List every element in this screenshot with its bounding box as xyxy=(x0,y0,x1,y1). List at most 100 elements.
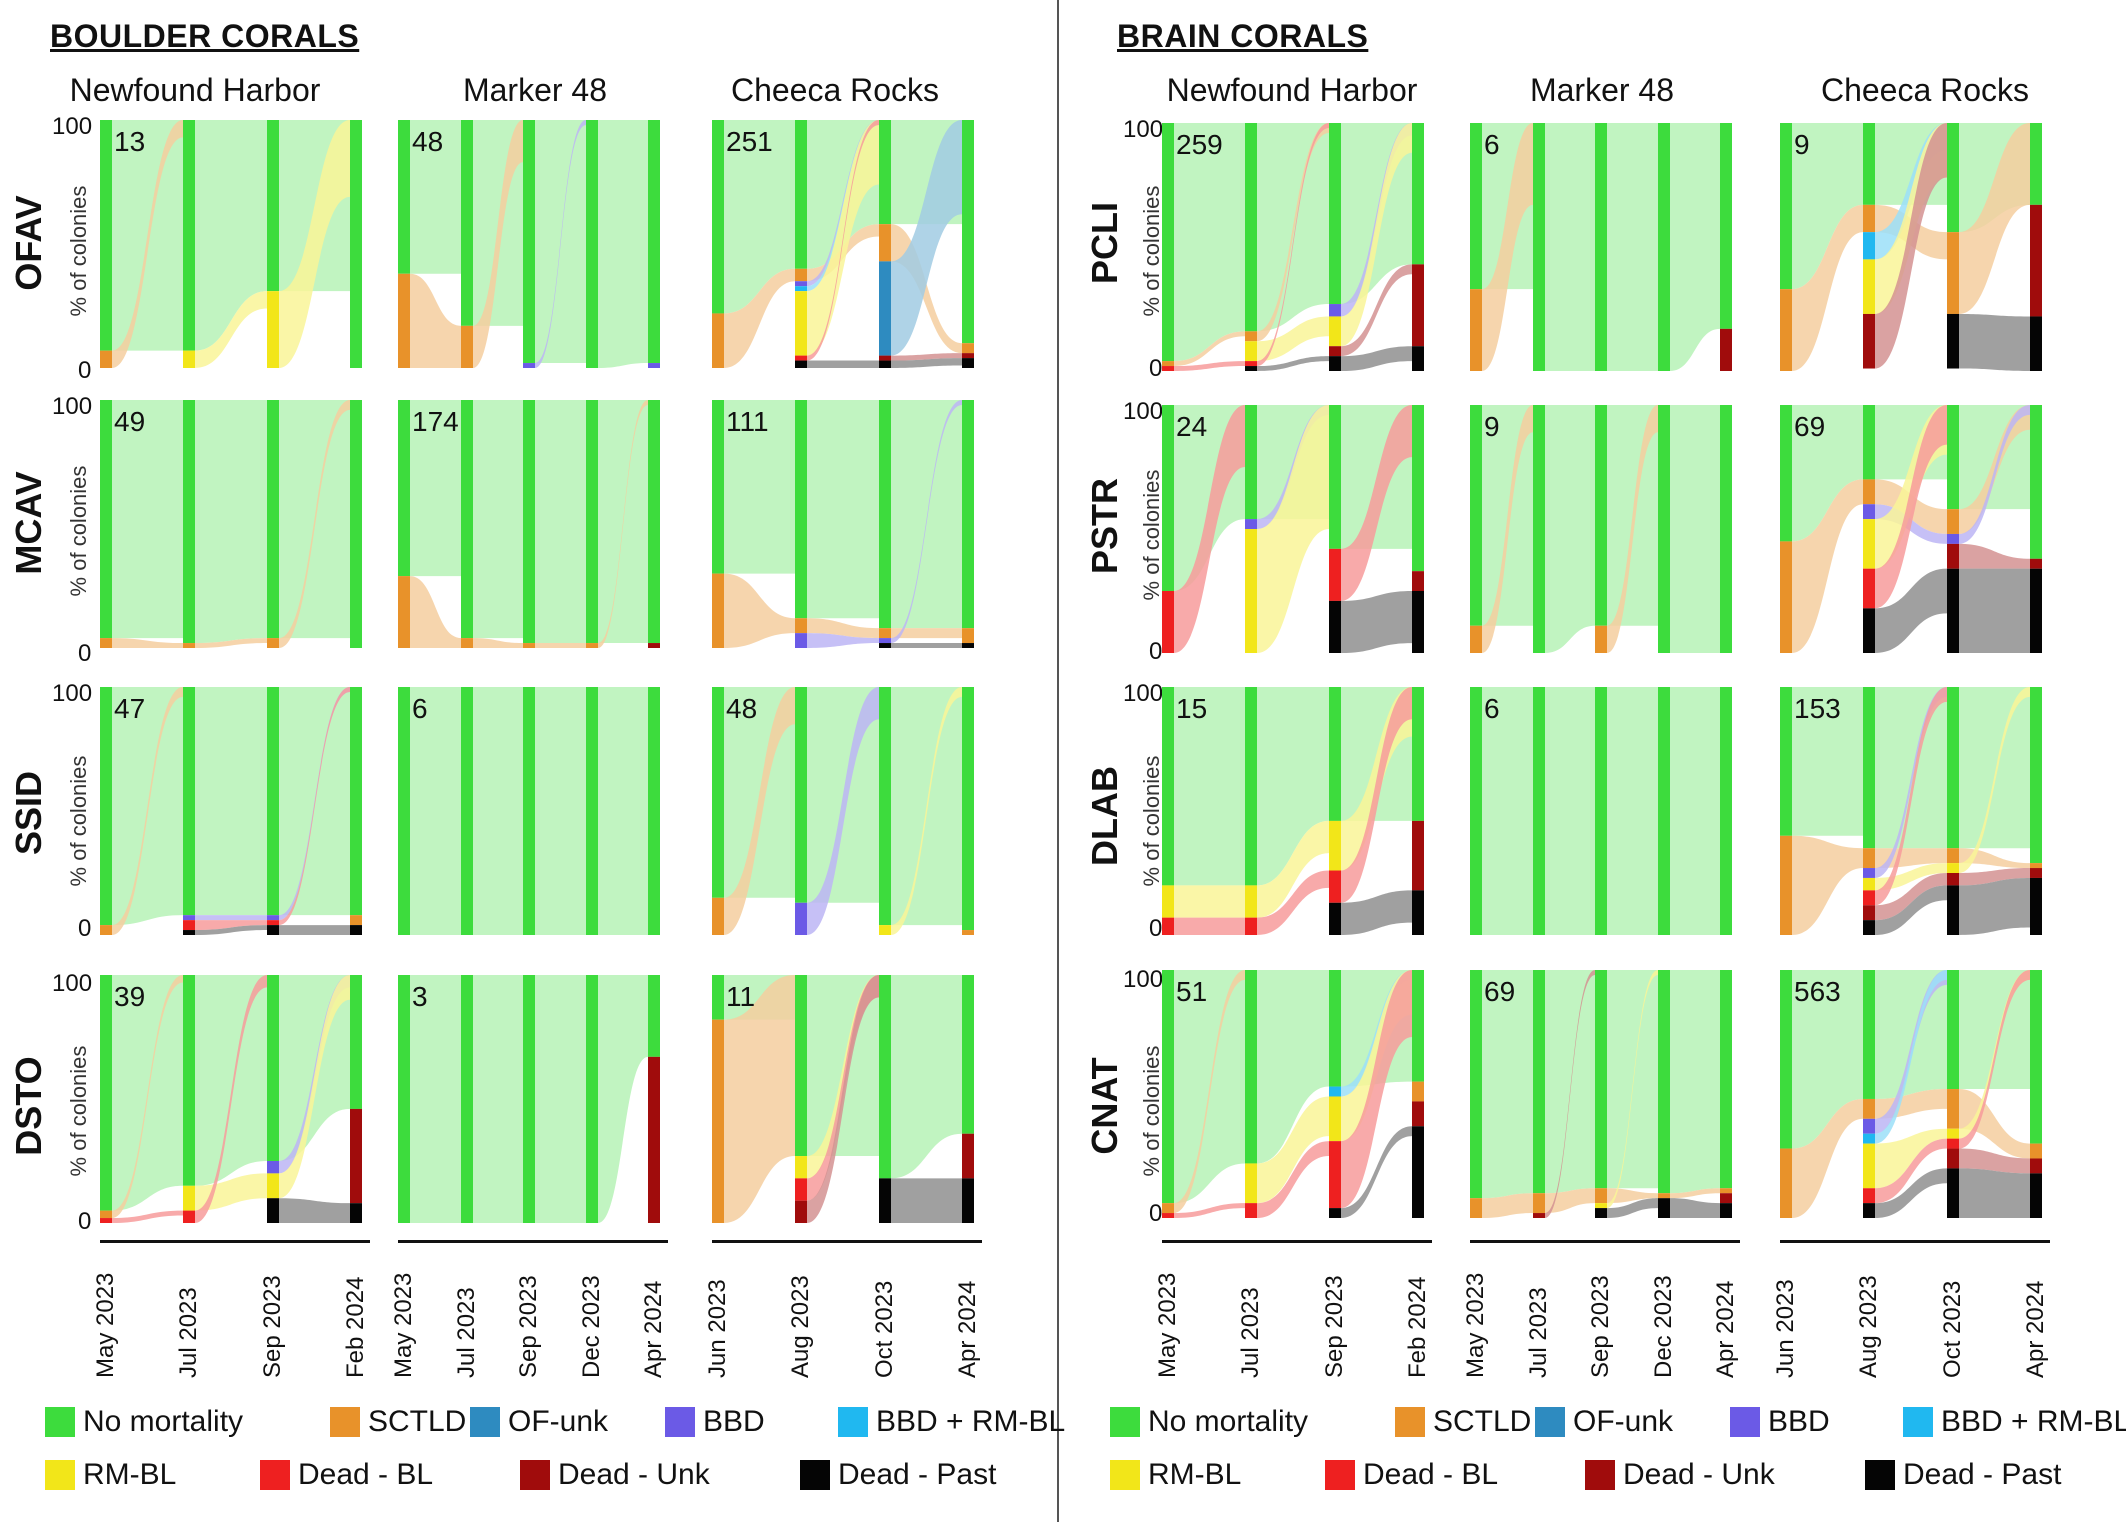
flow-ribbon xyxy=(1341,687,1412,903)
legend-item: Dead - BL xyxy=(1325,1458,1498,1492)
bar-segment xyxy=(795,618,807,634)
flow-ribbon xyxy=(195,975,267,1186)
flow-ribbon xyxy=(1482,405,1533,653)
x-axis-line xyxy=(1470,1240,1740,1243)
flow-ribbon xyxy=(1670,405,1720,653)
species-label: MCAV xyxy=(8,471,49,575)
date-label: Apr 2024 xyxy=(1712,1280,1739,1378)
bar-segment xyxy=(1947,1148,1959,1169)
legend-swatch xyxy=(800,1460,830,1490)
bar-segment xyxy=(962,643,974,648)
bar-segment xyxy=(1947,533,1959,544)
flow-ribbon xyxy=(1257,316,1329,362)
flow-ribbon xyxy=(1792,835,1863,935)
flow-ribbon xyxy=(1959,1168,2030,1218)
bar-segment xyxy=(1780,123,1792,290)
bar-segment xyxy=(1329,870,1341,903)
bar-segment xyxy=(1863,1133,1875,1144)
bar-segment xyxy=(712,573,724,648)
bar-segment xyxy=(1780,289,1792,371)
bar-segment xyxy=(1947,405,1959,510)
flow-ribbon xyxy=(1545,1188,1595,1214)
bar-segment xyxy=(795,360,807,368)
bar-segment xyxy=(267,1173,279,1199)
bar-segment xyxy=(1780,405,1792,542)
bar-segment xyxy=(267,687,279,916)
bar-segment xyxy=(1947,885,1959,935)
sankey-panel: 13 xyxy=(100,120,362,368)
bar-segment xyxy=(1245,341,1257,362)
flow-ribbon xyxy=(1792,970,1863,1149)
date-label: Jul 2023 xyxy=(1237,1287,1264,1378)
y-tick-100: 100 xyxy=(1123,966,1164,993)
legend-item: BBD + RM-BL xyxy=(838,1405,1065,1439)
bar-segment xyxy=(1863,568,1875,609)
bar-segment xyxy=(1162,885,1174,918)
species-label: DLAB xyxy=(1084,766,1125,866)
bar-segment xyxy=(1947,687,1959,849)
bar-segment xyxy=(1533,405,1545,653)
bar-segment xyxy=(962,358,974,368)
sankey-svg xyxy=(398,120,660,368)
bar-segment xyxy=(879,687,891,926)
bar-segment xyxy=(879,628,891,639)
bar-segment xyxy=(1329,123,1341,305)
flow-ribbon xyxy=(891,353,962,361)
bar-segment xyxy=(1595,1203,1607,1209)
date-label: Jul 2023 xyxy=(175,1287,202,1378)
flow-ribbon xyxy=(410,120,461,274)
sankey-panel: 174 xyxy=(398,400,660,648)
bar-segment xyxy=(1329,405,1341,549)
colony-count: 153 xyxy=(1794,693,1841,724)
bar-segment xyxy=(100,687,112,926)
flow-ribbon xyxy=(891,643,962,648)
bar-segment xyxy=(1412,1126,1424,1218)
date-label: Feb 2024 xyxy=(1404,1276,1431,1378)
flow-ribbon xyxy=(112,1210,183,1223)
legend-item: BBD xyxy=(1730,1405,1830,1439)
bar-segment xyxy=(712,897,724,935)
flow-ribbon xyxy=(1607,970,1658,1189)
flow-ribbon xyxy=(1875,885,1947,935)
y-tick-100: 100 xyxy=(1123,680,1164,707)
y-tick-0: 0 xyxy=(1149,915,1163,942)
flow-ribbon xyxy=(1959,568,2030,653)
sankey-panel: 69 xyxy=(1780,405,2042,653)
bar-segment xyxy=(1947,313,1959,369)
flow-ribbon xyxy=(1341,890,1412,935)
bar-segment xyxy=(1245,519,1257,529)
bar-segment xyxy=(267,120,279,292)
legend-swatch xyxy=(330,1407,360,1437)
sankey-panel: 24 xyxy=(1162,405,1424,653)
bar-segment xyxy=(183,643,195,648)
flow-ribbon xyxy=(1174,885,1245,918)
flow-ribbon xyxy=(1670,687,1720,935)
colony-count: 24 xyxy=(1176,411,1208,442)
flow-ribbon xyxy=(1959,1089,2030,1159)
flow-ribbon xyxy=(1959,1148,2030,1174)
bar-segment xyxy=(350,1203,362,1223)
flow-ribbon xyxy=(891,975,962,1179)
legend-item: No mortality xyxy=(45,1405,243,1439)
bar-segment xyxy=(1162,361,1174,367)
bar-segment xyxy=(962,930,974,935)
species-label: PCLI xyxy=(1084,202,1125,285)
bar-segment xyxy=(461,120,473,326)
bar-segment xyxy=(1658,1198,1670,1218)
flow-ribbon xyxy=(1257,687,1329,886)
flow-ribbon xyxy=(598,975,648,1223)
flow-ribbon xyxy=(1174,687,1245,886)
date-label: May 2023 xyxy=(390,1272,417,1378)
sankey-svg xyxy=(398,975,660,1223)
sankey-svg xyxy=(398,687,660,935)
flow-ribbon xyxy=(1875,568,1947,653)
flow-ribbon xyxy=(410,687,461,935)
bar-segment xyxy=(795,286,807,292)
bar-segment xyxy=(1533,123,1545,371)
flow-ribbon xyxy=(598,400,648,644)
bar-segment xyxy=(1533,687,1545,935)
date-label: Jul 2023 xyxy=(1525,1287,1552,1378)
flow-ribbon xyxy=(1607,405,1658,626)
legend-item: SCTLD xyxy=(330,1405,466,1439)
bar-segment xyxy=(267,915,279,921)
